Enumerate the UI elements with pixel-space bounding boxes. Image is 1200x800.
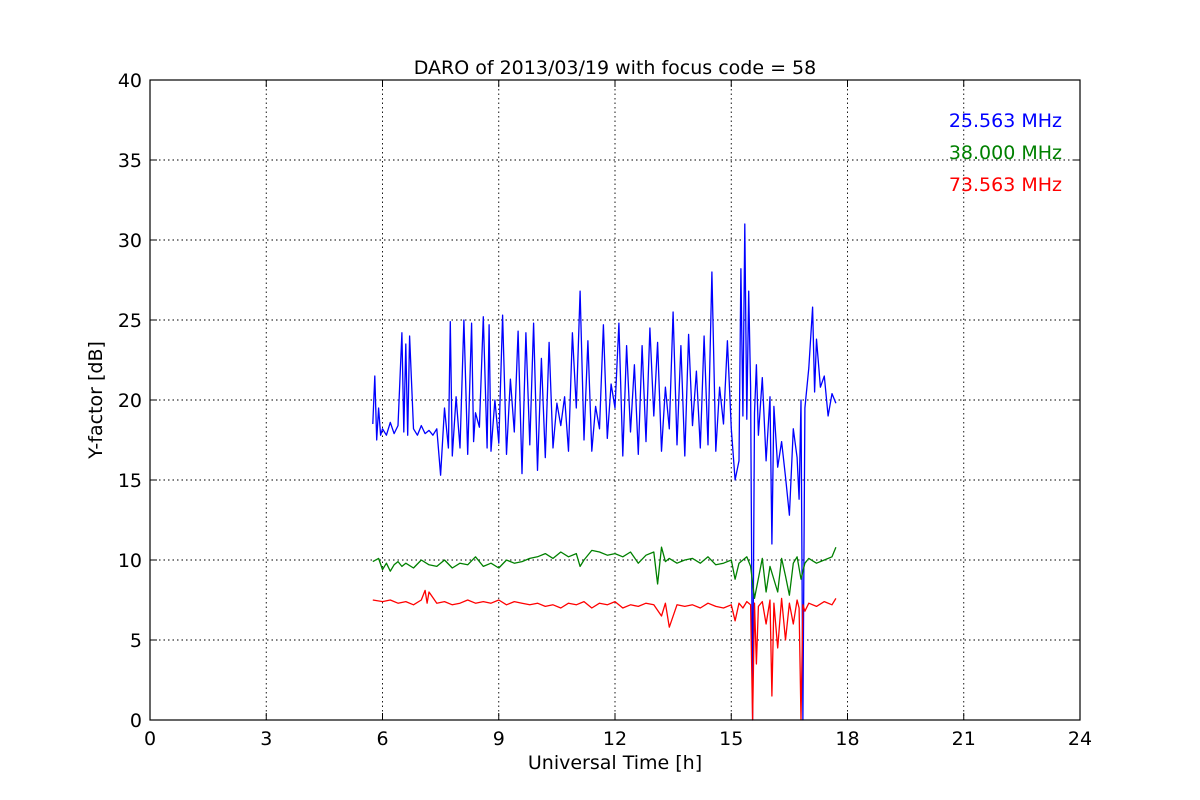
x-tick-label: 21 <box>952 728 976 750</box>
legend-label-73-563-mhz: 73.563 MHz <box>949 174 1062 196</box>
y-tick-label: 15 <box>118 470 142 492</box>
chart-title: DARO of 2013/03/19 with focus code = 58 <box>414 57 816 79</box>
y-tick-label: 20 <box>118 390 142 412</box>
y-tick-label: 35 <box>118 150 142 172</box>
series-line-25-563-mhz <box>372 223 837 721</box>
y-axis-title: Y-factor [dB] <box>85 341 107 460</box>
y-tick-label: 25 <box>118 310 142 332</box>
series-line-38-000-mhz <box>372 546 837 600</box>
y-tick-label: 5 <box>130 630 142 652</box>
axis-ticks: 0 3 6 9 12 15 18 21 24 0 5 10 15 20 25 30 35 40 <box>118 70 1092 750</box>
legend-label-25-563-mhz: 25.563 MHz <box>949 110 1062 132</box>
y-tick-label: 10 <box>118 550 142 572</box>
y-tick-label: 0 <box>130 710 142 732</box>
x-tick-label: 0 <box>144 728 156 750</box>
x-tick-label: 9 <box>493 728 505 750</box>
x-tick-label: 12 <box>603 728 627 750</box>
x-tick-label: 3 <box>260 728 272 750</box>
x-tick-label: 24 <box>1068 728 1092 750</box>
y-tick-label: 30 <box>118 230 142 252</box>
x-axis-title: Universal Time [h] <box>528 752 702 774</box>
plot-series <box>372 223 837 721</box>
legend-label-38-000-mhz: 38.000 MHz <box>949 142 1062 164</box>
x-tick-label: 18 <box>835 728 859 750</box>
y-tick-label: 40 <box>118 70 142 92</box>
legend: 25.563 MHz 38.000 MHz 73.563 MHz <box>949 110 1062 196</box>
series-line-73-563-mhz <box>372 589 837 721</box>
x-tick-label: 15 <box>719 728 743 750</box>
x-tick-label: 6 <box>376 728 388 750</box>
